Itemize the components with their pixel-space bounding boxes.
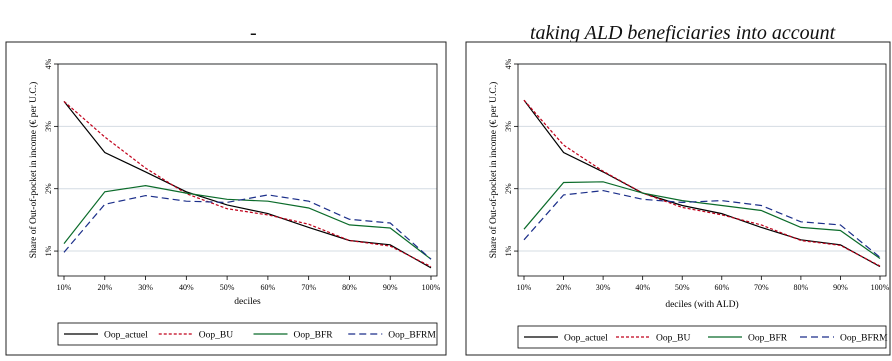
- series-line-oop_actuel: [63, 101, 432, 269]
- x-tick-label: 20%: [97, 283, 112, 292]
- x-tick-label: 60%: [261, 283, 276, 292]
- y-tick-label: 1%: [504, 245, 513, 256]
- legend-label-oop_bfrm: Oop_BFRM: [840, 334, 888, 344]
- x-tick-label: 30%: [138, 283, 153, 292]
- x-tick-label: 80%: [342, 283, 357, 292]
- series-line-oop_bfrm: [63, 194, 432, 260]
- legend-box: [517, 325, 887, 349]
- x-tick-label: 90%: [383, 283, 398, 292]
- x-tick-label: 10%: [57, 283, 72, 292]
- x-tick-label: 70%: [301, 283, 316, 292]
- plot-area: [517, 63, 887, 277]
- chart-panel-1: 1% 2% 3% 4% 10% 20% 30% 40% 50% 60% 70% 80% 90% 100% d…: [5, 41, 447, 356]
- legend-label-oop_bfr: Oop_BFR: [748, 334, 788, 344]
- chart-panel-2: 1% 2% 3% 4% 10% 20% 30% 40% 50% 60% 70% 80% 90% 100% d…: [465, 41, 891, 356]
- series-line-oop_bfr: [63, 184, 432, 260]
- x-tick-label: 60%: [714, 283, 729, 292]
- legend-label-oop_bfrm: Oop_BFRM: [388, 331, 436, 341]
- chart-frame: [5, 41, 447, 356]
- legend-label-oop_bu: Oop_BU: [199, 331, 233, 341]
- y-tick-label: 3%: [504, 121, 513, 132]
- x-tick-label: 50%: [220, 283, 235, 292]
- legend-label-oop_actuel: Oop_actuel: [564, 334, 608, 344]
- x-tick-label: 20%: [556, 283, 571, 292]
- x-tick-label: 30%: [596, 283, 611, 292]
- left-chart-caption: -: [250, 22, 257, 44]
- legend-label-oop_actuel: Oop_actuel: [104, 331, 148, 341]
- series-line-oop_bu: [523, 99, 881, 267]
- x-axis-title: deciles: [234, 297, 261, 307]
- x-tick-label: 40%: [179, 283, 194, 292]
- legend-box: [57, 322, 438, 346]
- series-line-oop_bfr: [523, 181, 881, 259]
- x-tick-label: 40%: [635, 283, 650, 292]
- x-tick-label: 80%: [794, 283, 809, 292]
- x-tick-label: 50%: [675, 283, 690, 292]
- y-tick-label: 2%: [44, 183, 53, 194]
- x-axis-title: deciles (with ALD): [665, 299, 738, 310]
- x-tick-label: 90%: [833, 283, 848, 292]
- plot-area: [57, 63, 438, 277]
- series-line-oop_bu: [63, 100, 432, 268]
- right-chart-caption: taking ALD beneficiaries into account: [530, 22, 836, 44]
- x-tick-label: 70%: [754, 283, 769, 292]
- y-axis-title: Share of Out-of-pocket in income (€ per …: [28, 82, 39, 259]
- chart-frame: [465, 41, 891, 356]
- legend-label-oop_bfr: Oop_BFR: [294, 331, 334, 341]
- x-tick-label: 100%: [871, 283, 890, 292]
- series-line-oop_bfrm: [523, 189, 881, 258]
- x-tick-label: 100%: [422, 283, 441, 292]
- y-tick-label: 3%: [44, 121, 53, 132]
- y-tick-label: 4%: [44, 58, 53, 69]
- y-tick-label: 2%: [504, 183, 513, 194]
- y-tick-label: 1%: [44, 245, 53, 256]
- series-line-oop_actuel: [523, 99, 881, 268]
- y-axis-title: Share of Out-of-pocket in income (€ per …: [488, 82, 499, 259]
- y-tick-label: 4%: [504, 58, 513, 69]
- legend-label-oop_bu: Oop_BU: [656, 334, 690, 344]
- x-tick-label: 10%: [517, 283, 532, 292]
